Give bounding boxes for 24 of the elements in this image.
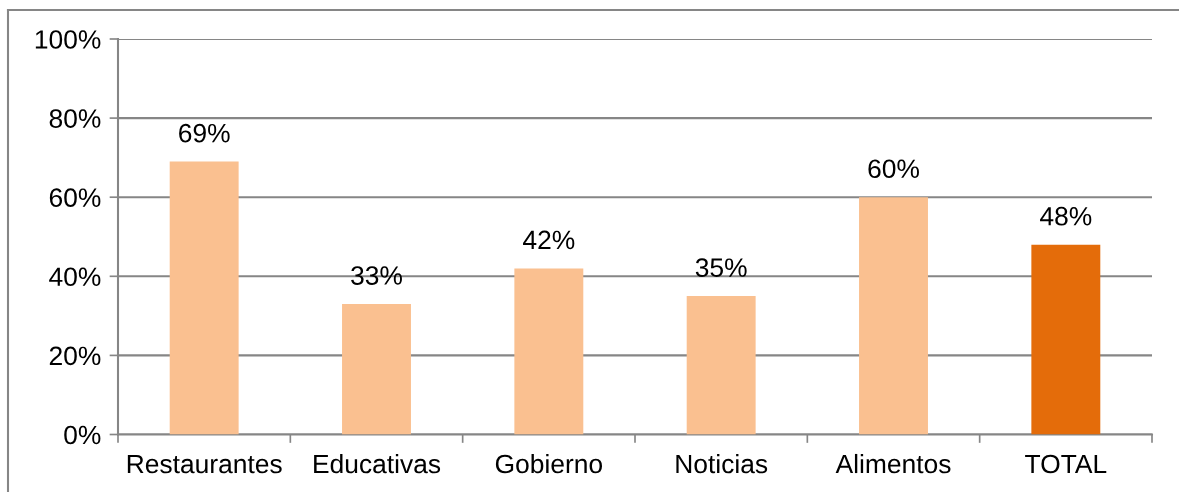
- data-label: 42%: [523, 230, 575, 250]
- x-tick-label: Alimentos: [835, 453, 951, 474]
- data-label: 60%: [868, 159, 919, 179]
- y-tick-label: 80%: [49, 109, 101, 128]
- y-tick-label: 20%: [49, 346, 101, 366]
- x-tick-label: Noticias: [676, 453, 768, 474]
- bar: [169, 161, 239, 435]
- bar: [1031, 244, 1101, 435]
- x-tick-label: Gobierno: [495, 453, 603, 474]
- x-tick-label: TOTAL: [1025, 454, 1107, 474]
- data-label: 69%: [179, 123, 230, 143]
- data-label: 33%: [351, 266, 402, 285]
- x-tick-label: Educativas: [314, 453, 441, 474]
- data-label: 48%: [1040, 206, 1092, 226]
- y-tick-label: 100%: [35, 30, 101, 49]
- data-label: 35%: [695, 258, 747, 277]
- y-tick-label: 0%: [64, 425, 101, 445]
- bar: [859, 197, 928, 435]
- y-tick-label: 40%: [49, 267, 101, 287]
- bar: [686, 296, 756, 435]
- bar: [342, 303, 411, 435]
- y-tick-label: 60%: [49, 188, 101, 208]
- bar: [514, 268, 584, 435]
- x-tick-label: Restaurantes: [127, 454, 282, 474]
